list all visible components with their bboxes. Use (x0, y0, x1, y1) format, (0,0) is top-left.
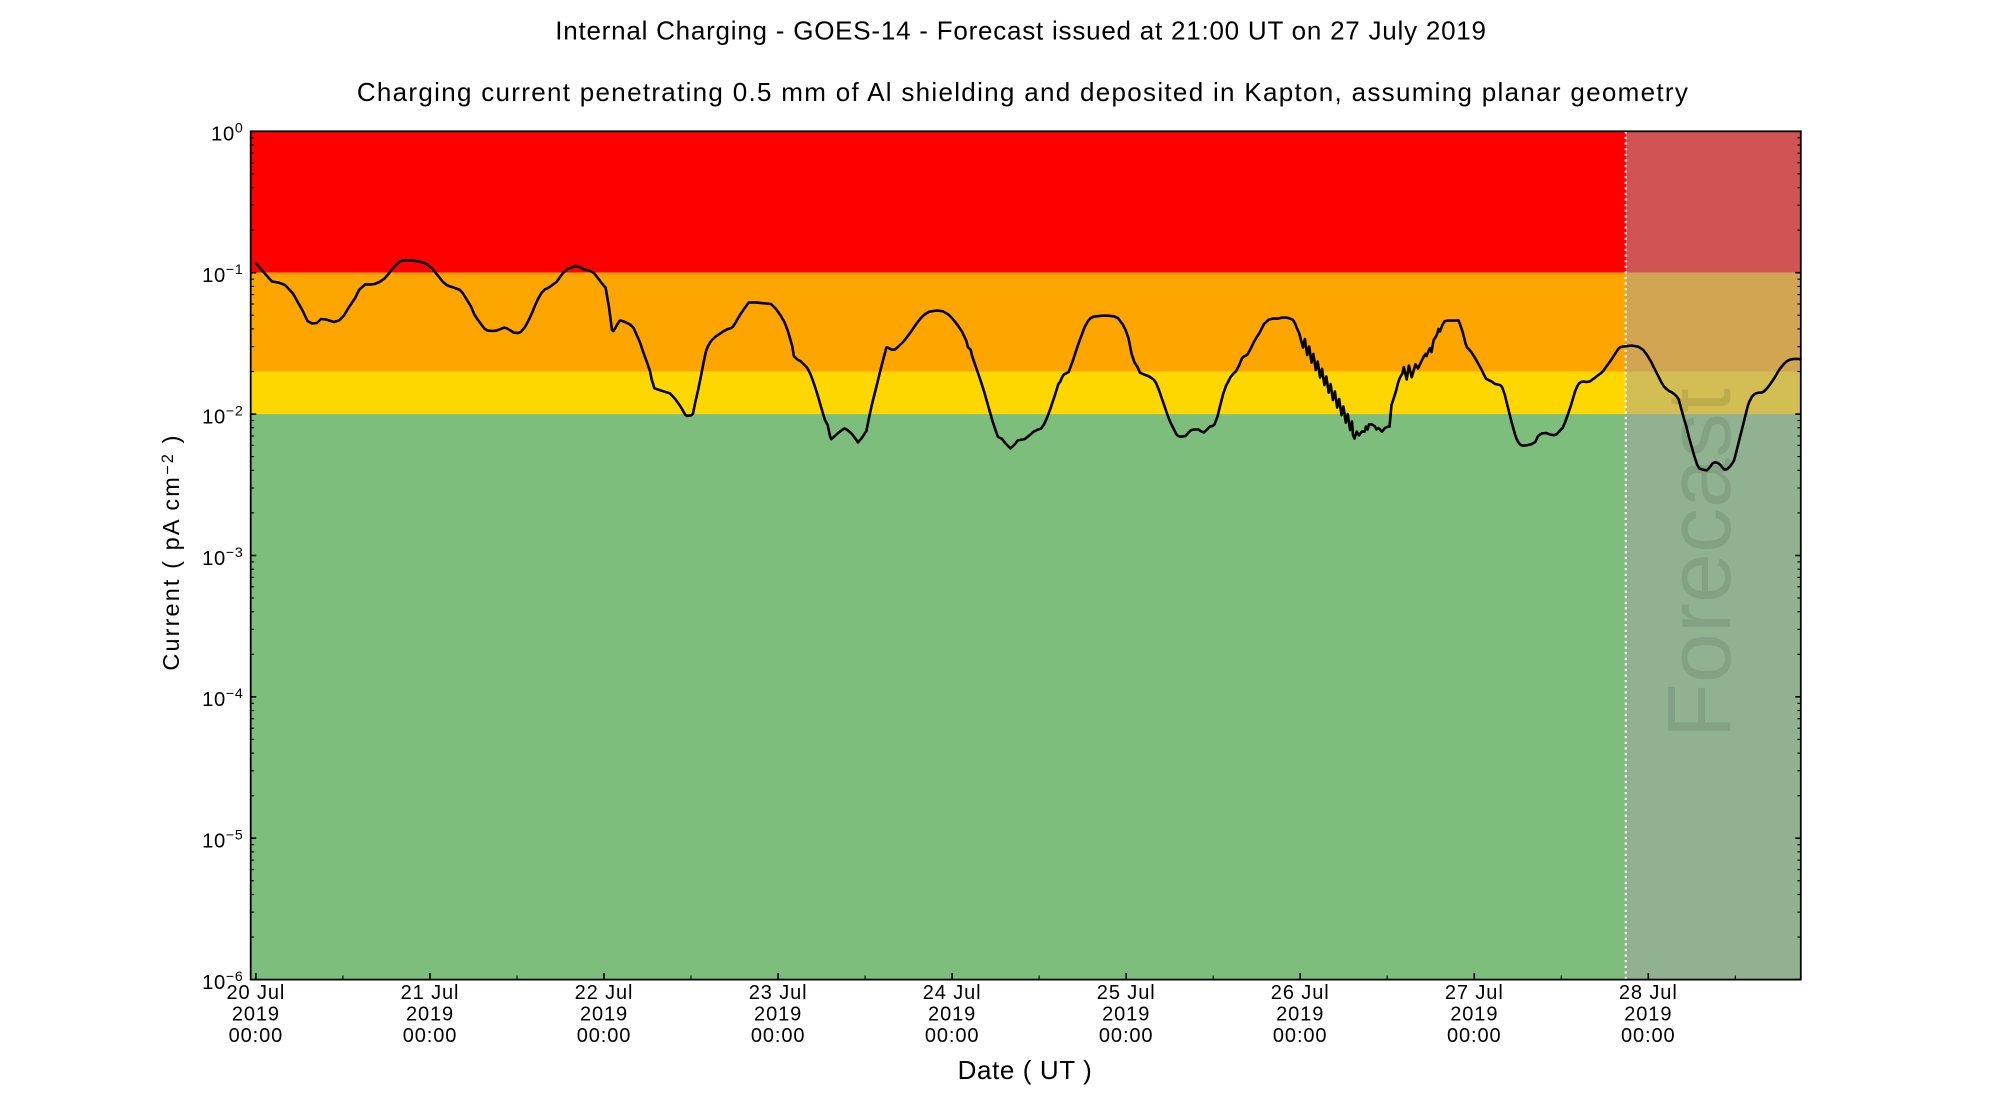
svg-text:Forecast: Forecast (1650, 388, 1750, 738)
svg-text:Charging current penetrating 0: Charging current penetrating 0.5 mm of A… (357, 77, 1689, 107)
svg-text:Internal Charging - GOES-14 -: Internal Charging - GOES-14 - Forecast i… (555, 16, 1487, 46)
svg-text:Date ( UT ): Date ( UT ) (958, 1055, 1093, 1085)
